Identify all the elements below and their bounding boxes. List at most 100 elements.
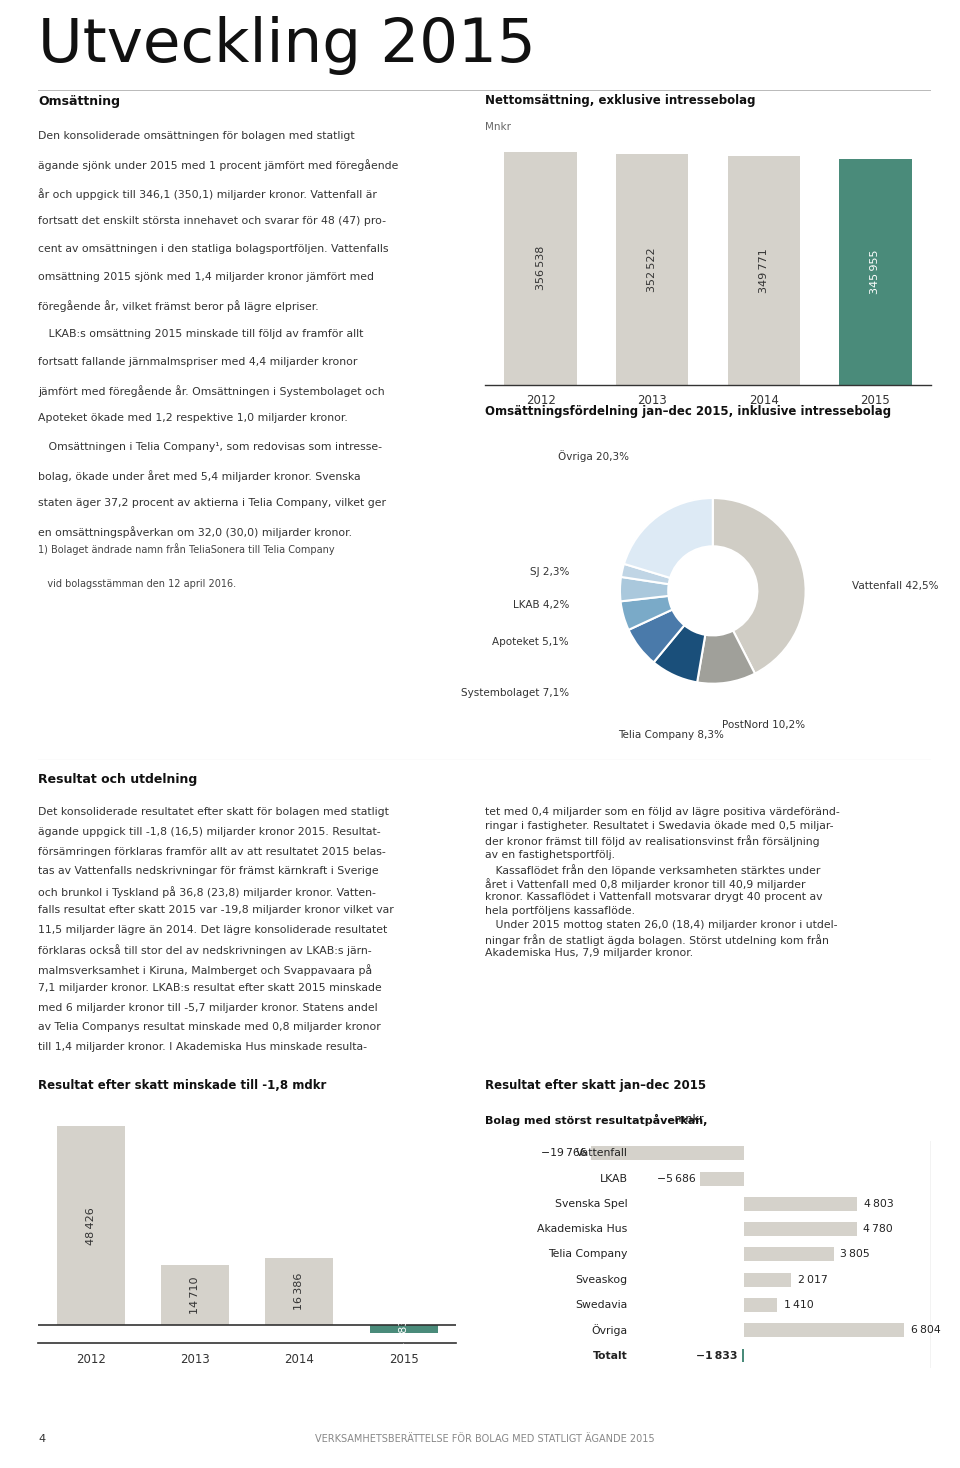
Text: 14 710: 14 710 [190, 1276, 200, 1314]
Text: LKAB 4,2%: LKAB 4,2% [513, 600, 569, 609]
Text: försämringen förklaras framför allt av att resultatet 2015 belas-: försämringen förklaras framför allt av a… [38, 847, 386, 856]
Bar [266, 1258, 333, 1326]
Text: Utveckling 2015: Utveckling 2015 [38, 16, 536, 75]
Wedge shape [621, 564, 670, 584]
Text: omsättning 2015 sjönk med 1,4 miljarder kronor jämfört med: omsättning 2015 sjönk med 1,4 miljarder … [38, 272, 374, 282]
Text: 16 386: 16 386 [295, 1273, 304, 1311]
Text: malmsverksamhet i Kiruna, Malmberget och Svappavaara på: malmsverksamhet i Kiruna, Malmberget och… [38, 964, 372, 976]
Text: en omsättningspåverkan om 32,0 (30,0) miljarder kronor.: en omsättningspåverkan om 32,0 (30,0) mi… [38, 526, 352, 539]
Text: ringar i fastigheter. Resultatet i Swedavia ökade med 0,5 miljar-: ringar i fastigheter. Resultatet i Sweda… [485, 822, 833, 831]
Text: cent av omsättningen i den statliga bolagsportföljen. Vattenfalls: cent av omsättningen i den statliga bola… [38, 244, 389, 254]
Text: vid bolagsstämman den 12 april 2016.: vid bolagsstämman den 12 april 2016. [38, 580, 236, 590]
Wedge shape [697, 631, 755, 684]
Bar [161, 1265, 228, 1326]
Text: ningar från de statligt ägda bolagen. Störst utdelning kom från: ningar från de statligt ägda bolagen. St… [485, 934, 828, 945]
Text: der kronor främst till följd av realisationsvinst från försäljning: der kronor främst till följd av realisat… [485, 835, 820, 847]
Text: Under 2015 mottog staten 26,0 (18,4) miljarder kronor i utdel-: Under 2015 mottog staten 26,0 (18,4) mil… [485, 920, 837, 929]
Text: PostNord 10,2%: PostNord 10,2% [722, 721, 805, 731]
Wedge shape [620, 596, 672, 630]
Text: bolag, ökade under året med 5,4 miljarder kronor. Svenska: bolag, ökade under året med 5,4 miljarde… [38, 470, 361, 482]
Text: Svenska Spel: Svenska Spel [555, 1199, 628, 1208]
Text: av en fastighetsportfölj.: av en fastighetsportfölj. [485, 850, 614, 860]
Wedge shape [712, 498, 805, 674]
Bar [728, 156, 800, 385]
Text: 11,5 miljarder lägre än 2014. Det lägre konsoliderade resultatet: 11,5 miljarder lägre än 2014. Det lägre … [38, 925, 388, 935]
Text: 1) Bolaget ändrade namn från TeliaSonera till Telia Company: 1) Bolaget ändrade namn från TeliaSonera… [38, 543, 335, 555]
Text: år och uppgick till 346,1 (350,1) miljarder kronor. Vattenfall är: år och uppgick till 346,1 (350,1) miljar… [38, 188, 377, 200]
Text: 356 538: 356 538 [536, 247, 545, 291]
Text: 349 771: 349 771 [758, 248, 769, 292]
Text: föregående år, vilket främst beror på lägre elpriser.: föregående år, vilket främst beror på lä… [38, 301, 319, 313]
Text: Apoteket 5,1%: Apoteket 5,1% [492, 637, 569, 647]
Text: Omsättning: Omsättning [38, 95, 120, 109]
Text: SJ 2,3%: SJ 2,3% [530, 567, 569, 577]
Bar [616, 154, 688, 385]
Text: Mnkr: Mnkr [38, 1123, 64, 1133]
Text: Vattenfall 42,5%: Vattenfall 42,5% [852, 581, 939, 592]
Text: -1 833: -1 833 [398, 1312, 409, 1346]
Text: Sveaskog: Sveaskog [576, 1274, 628, 1284]
Text: året i Vattenfall med 0,8 miljarder kronor till 40,9 miljarder: året i Vattenfall med 0,8 miljarder kron… [485, 878, 805, 890]
Text: ägande sjönk under 2015 med 1 procent jämfört med föregående: ägande sjönk under 2015 med 1 procent jä… [38, 160, 398, 172]
Text: fortsatt det enskilt största innehavet och svarar för 48 (47) pro-: fortsatt det enskilt största innehavet o… [38, 216, 386, 226]
Text: till 1,4 miljarder kronor. I Akademiska Hus minskade resulta-: till 1,4 miljarder kronor. I Akademiska … [38, 1042, 368, 1053]
Text: falls resultat efter skatt 2015 var -19,8 miljarder kronor vilket var: falls resultat efter skatt 2015 var -19,… [38, 906, 395, 915]
Text: Nettomsättning, exklusive intressebolag: Nettomsättning, exklusive intressebolag [485, 94, 756, 107]
Text: LKAB: LKAB [600, 1173, 628, 1183]
Text: ägande uppgick till -1,8 (16,5) miljarder kronor 2015. Resultat-: ägande uppgick till -1,8 (16,5) miljarde… [38, 826, 381, 837]
Text: fortsatt fallande järnmalmspriser med 4,4 miljarder kronor: fortsatt fallande järnmalmspriser med 4,… [38, 357, 358, 367]
Text: Bolag med störst resultatpåverkan,: Bolag med störst resultatpåverkan, [485, 1114, 708, 1126]
Bar [744, 1273, 791, 1286]
Text: 345 955: 345 955 [871, 250, 880, 294]
Text: 1 410: 1 410 [783, 1301, 813, 1309]
Text: Omsättningsfördelning jan–dec 2015, inklusive intressebolag: Omsättningsfördelning jan–dec 2015, inkl… [485, 405, 891, 418]
Text: Resultat och utdelning: Resultat och utdelning [38, 774, 198, 787]
Text: Det konsoliderade resultatet efter skatt för bolagen med statligt: Det konsoliderade resultatet efter skatt… [38, 807, 389, 818]
Wedge shape [620, 577, 669, 602]
Text: Resultat efter skatt minskade till -1,8 mdkr: Resultat efter skatt minskade till -1,8 … [38, 1079, 326, 1092]
Wedge shape [624, 498, 713, 578]
Bar [744, 1323, 904, 1337]
Text: 2 017: 2 017 [798, 1274, 828, 1284]
Text: Telia Company: Telia Company [548, 1249, 628, 1260]
Bar [744, 1196, 857, 1211]
Text: Övriga: Övriga [591, 1324, 628, 1336]
Text: 4: 4 [38, 1434, 45, 1443]
Text: Akademiska Hus: Akademiska Hus [538, 1224, 628, 1235]
Text: Den konsoliderade omsättningen för bolagen med statligt: Den konsoliderade omsättningen för bolag… [38, 131, 355, 141]
Text: −1 833: −1 833 [696, 1351, 738, 1361]
Text: jämfört med föregående år. Omsättningen i Systembolaget och: jämfört med föregående år. Omsättningen … [38, 385, 385, 396]
Text: Telia Company 8,3%: Telia Company 8,3% [618, 730, 724, 740]
Text: Omsättningen i Telia Company¹, som redovisas som intresse-: Omsättningen i Telia Company¹, som redov… [38, 442, 382, 452]
Text: Vattenfall: Vattenfall [576, 1148, 628, 1158]
Text: Övriga 20,3%: Övriga 20,3% [559, 451, 629, 462]
Text: 48 426: 48 426 [85, 1207, 96, 1245]
Wedge shape [629, 609, 684, 662]
Text: hela portföljens kassaflöde.: hela portföljens kassaflöde. [485, 906, 635, 916]
Text: Mnkr: Mnkr [485, 122, 511, 132]
Text: Totalt: Totalt [593, 1351, 628, 1361]
Bar [742, 1349, 744, 1362]
Text: VERKSAMHETSBERÄTTELSE FÖR BOLAG MED STATLIGT ÄGANDE 2015: VERKSAMHETSBERÄTTELSE FÖR BOLAG MED STAT… [315, 1434, 655, 1443]
Text: −19 766: −19 766 [540, 1148, 587, 1158]
Bar [839, 159, 912, 385]
Bar [504, 151, 577, 385]
Text: med 6 miljarder kronor till -5,7 miljarder kronor. Statens andel: med 6 miljarder kronor till -5,7 miljard… [38, 1003, 378, 1013]
Text: 7,1 miljarder kronor. LKAB:s resultat efter skatt 2015 minskade: 7,1 miljarder kronor. LKAB:s resultat ef… [38, 984, 382, 994]
Text: Systembolaget 7,1%: Systembolaget 7,1% [461, 688, 569, 697]
Text: −5 686: −5 686 [657, 1173, 695, 1183]
Text: och brunkol i Tyskland på 36,8 (23,8) miljarder kronor. Vatten-: och brunkol i Tyskland på 36,8 (23,8) mi… [38, 885, 376, 897]
Text: 6 804: 6 804 [911, 1326, 941, 1336]
Text: Akademiska Hus, 7,9 miljarder kronor.: Akademiska Hus, 7,9 miljarder kronor. [485, 948, 693, 959]
Text: förklaras också till stor del av nedskrivningen av LKAB:s järn-: förklaras också till stor del av nedskri… [38, 944, 372, 956]
Bar [744, 1248, 833, 1261]
Text: 3 805: 3 805 [840, 1249, 870, 1260]
Text: LKAB:s omsättning 2015 minskade till följd av framför allt: LKAB:s omsättning 2015 minskade till föl… [38, 329, 364, 339]
Text: Resultat efter skatt jan–dec 2015: Resultat efter skatt jan–dec 2015 [485, 1079, 706, 1092]
Text: av Telia Companys resultat minskade med 0,8 miljarder kronor: av Telia Companys resultat minskade med … [38, 1023, 381, 1032]
Bar [370, 1326, 438, 1333]
Wedge shape [654, 625, 706, 683]
Bar [591, 1147, 744, 1160]
Bar [744, 1298, 777, 1312]
Text: mnkr: mnkr [671, 1114, 704, 1124]
